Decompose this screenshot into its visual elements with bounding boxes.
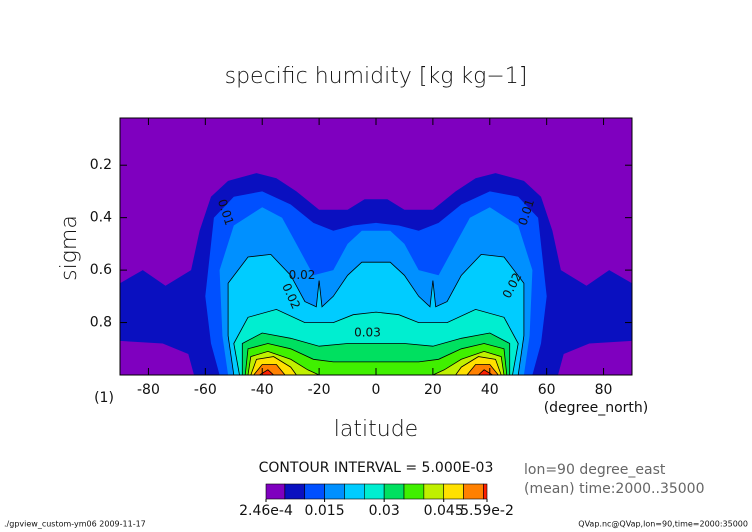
y-tick-label: 0.6 <box>90 262 112 278</box>
colorbar-label: 0.03 <box>369 503 400 519</box>
contour-field <box>120 118 632 376</box>
colorbar-cell <box>423 483 445 500</box>
info-line: (mean) time:2000..35000 <box>524 481 705 497</box>
colorbar-cell <box>443 483 464 500</box>
colorbar-cell <box>363 483 385 500</box>
y-unit: (1) <box>94 390 114 406</box>
x-tick-label: 40 <box>481 382 499 398</box>
x-unit: (degree_north) <box>544 400 649 416</box>
colorbar-label: 2.46e-4 <box>239 503 293 519</box>
contour-label: 0.02 <box>289 268 316 282</box>
colorbar-cell <box>383 483 405 500</box>
colorbar-cell <box>265 483 286 500</box>
colorbar-cell <box>284 483 306 500</box>
colorbar-cell <box>403 483 425 500</box>
contour-band <box>244 343 508 376</box>
x-tick-label: -60 <box>194 382 217 398</box>
colorbar-label: 5.59e-2 <box>460 503 514 519</box>
footer-left: ./gpview_custom-ym06 2009-11-17 <box>4 520 146 529</box>
info-line: lon=90 degree_east <box>524 462 666 478</box>
contour-label: 0.03 <box>354 326 381 340</box>
x-tick-label: -20 <box>308 382 331 398</box>
colorbar-cell <box>483 483 488 500</box>
x-tick-label: 0 <box>372 382 381 398</box>
colorbar-label: 0.015 <box>305 503 345 519</box>
x-tick-label: 60 <box>538 382 556 398</box>
footer-right: QVap.nc@QVap,lon=90,time=2000:35000 <box>578 520 748 529</box>
y-tick-label: 0.4 <box>90 210 112 226</box>
x-axis-label: latitude <box>334 417 418 442</box>
chart-title: specific humidity [kg kg−1] <box>225 64 528 89</box>
colorbar-cell <box>344 483 365 500</box>
x-tick-label: 20 <box>424 382 442 398</box>
x-tick-label: 80 <box>595 382 613 398</box>
contour-interval: CONTOUR INTERVAL = 5.000E-03 <box>259 460 494 476</box>
y-tick-label: 0.2 <box>90 157 112 173</box>
y-axis-label: sigma <box>57 215 82 281</box>
colorbar-cell <box>463 483 484 500</box>
x-tick-label: -40 <box>251 382 274 398</box>
colorbar-cell <box>304 483 325 500</box>
x-tick-label: -80 <box>137 382 160 398</box>
y-tick-label: 0.8 <box>90 315 112 331</box>
colorbar-label: 0.045 <box>424 503 464 519</box>
colorbar-cell <box>324 483 345 500</box>
